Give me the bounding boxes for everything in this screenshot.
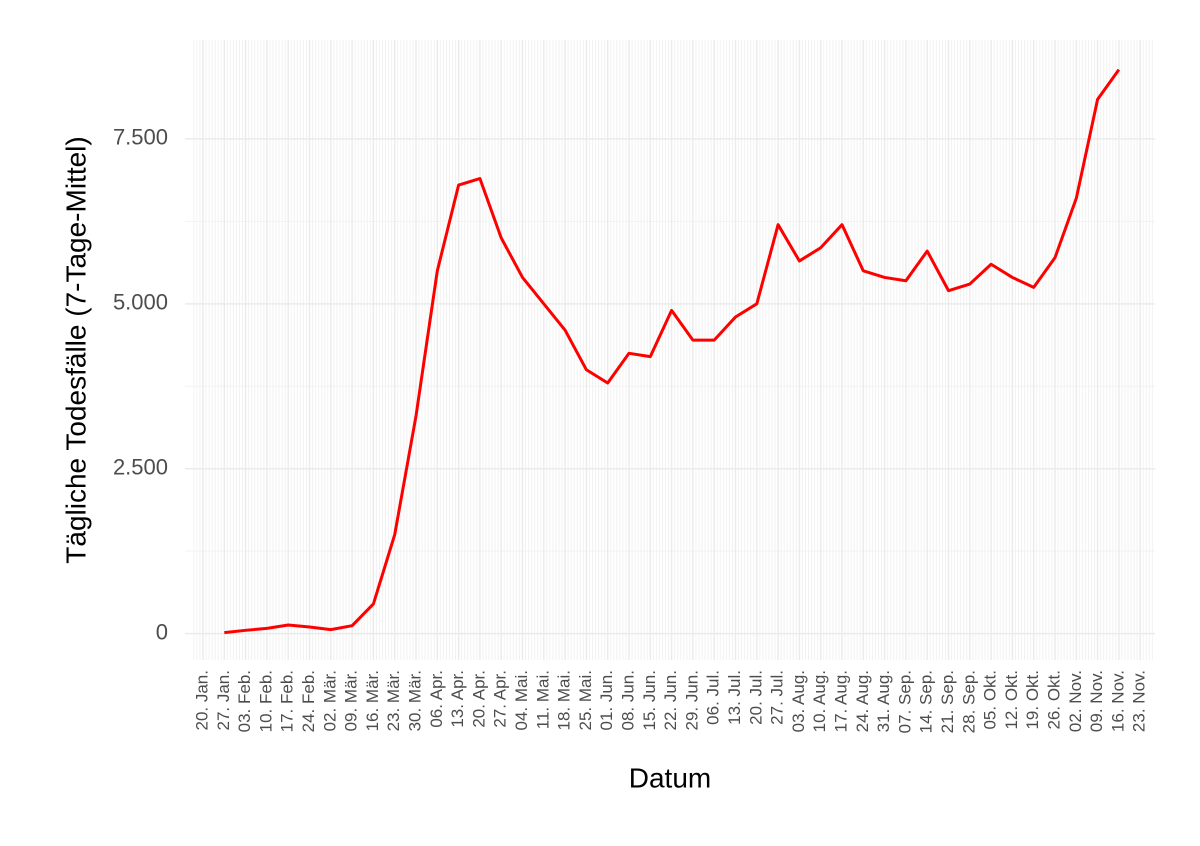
- x-tick-label: 28. Sep.: [959, 670, 978, 733]
- x-tick-label: 24. Aug.: [853, 670, 872, 732]
- x-tick-label: 22. Jun.: [661, 670, 680, 731]
- x-tick-label: 13. Jul.: [725, 670, 744, 725]
- x-tick-label: 24. Feb.: [299, 670, 318, 732]
- x-tick-label: 20. Apr.: [469, 670, 488, 728]
- x-tick-label: 07. Sep.: [895, 670, 914, 733]
- x-tick-label: 26. Okt.: [1044, 670, 1063, 730]
- x-tick-label: 05. Okt.: [981, 670, 1000, 730]
- x-tick-label: 27. Jul.: [768, 670, 787, 725]
- x-axis-title: Datum: [629, 762, 711, 793]
- x-tick-label: 29. Jun.: [682, 670, 701, 731]
- x-tick-label: 18. Mai.: [555, 670, 574, 730]
- x-tick-label: 27. Jan.: [214, 670, 233, 731]
- x-tick-label: 17. Feb.: [278, 670, 297, 732]
- x-tick-label: 06. Apr.: [427, 670, 446, 728]
- y-tick-label: 5.000: [113, 290, 168, 315]
- x-tick-label: 23. Nov.: [1130, 670, 1149, 732]
- y-tick-label: 7.500: [113, 125, 168, 150]
- x-tick-label: 13. Apr.: [448, 670, 467, 728]
- x-tick-label: 23. Mär.: [384, 670, 403, 731]
- x-tick-label: 02. Nov.: [1066, 670, 1085, 732]
- y-axis-title: Tägliche Todesfälle (7-Tage-Mittel): [60, 136, 91, 563]
- x-tick-label: 30. Mär.: [405, 670, 424, 731]
- x-tick-label: 25. Mai.: [576, 670, 595, 730]
- x-tick-label: 16. Mär.: [363, 670, 382, 731]
- x-tick-label: 14. Sep.: [917, 670, 936, 733]
- x-tick-label: 03. Aug.: [789, 670, 808, 732]
- x-tick-label: 16. Nov.: [1108, 670, 1127, 732]
- x-tick-label: 21. Sep.: [938, 670, 957, 733]
- x-tick-label: 10. Aug.: [810, 670, 829, 732]
- x-tick-label: 15. Jun.: [640, 670, 659, 731]
- line: [224, 68, 1121, 635]
- x-tick-label: 09. Mär.: [342, 670, 361, 731]
- y-tick-label: 2.500: [113, 455, 168, 480]
- x-tick-label: 08. Jun.: [618, 670, 637, 731]
- y-tick-label: 0: [156, 619, 168, 644]
- x-tick-label: 06. Jul.: [704, 670, 723, 725]
- x-tick-label: 12. Okt.: [1002, 670, 1021, 730]
- plot-panel: [185, 40, 1155, 660]
- x-tick-label: 09. Nov.: [1087, 670, 1106, 732]
- x-tick-label: 11. Mai.: [533, 670, 552, 729]
- x-tick-label: 04. Mai.: [512, 670, 531, 730]
- x-tick-label: 03. Feb.: [235, 670, 254, 732]
- x-tick-label: 27. Apr.: [491, 670, 510, 728]
- x-tick-label: 20. Jan.: [192, 670, 211, 731]
- x-tick-label: 31. Aug.: [874, 670, 893, 732]
- x-tick-label: 02. Mär.: [320, 670, 339, 731]
- x-tick-label: 19. Okt.: [1023, 670, 1042, 730]
- x-tick-label: 10. Feb.: [256, 670, 275, 732]
- x-tick-label: 01. Jun.: [597, 670, 616, 731]
- x-tick-label: 20. Jul.: [746, 670, 765, 725]
- x-tick-label: 17. Aug.: [831, 670, 850, 732]
